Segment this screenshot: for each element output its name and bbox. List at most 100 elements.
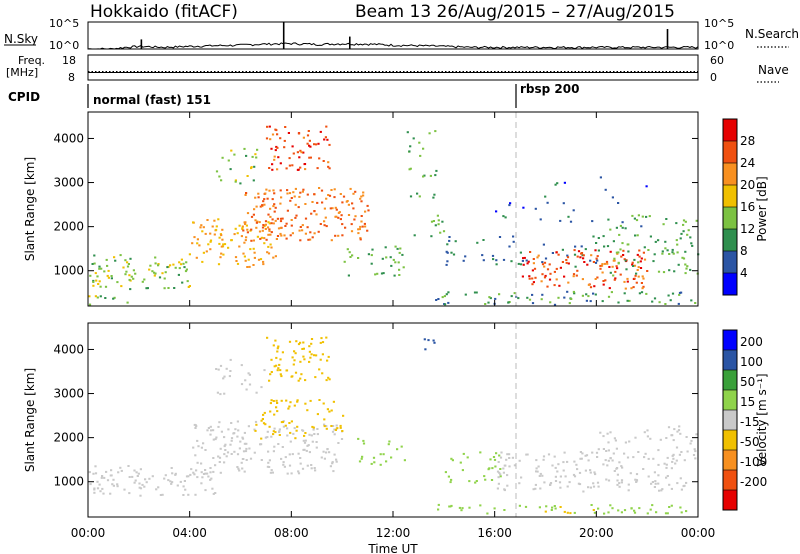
echo-pixel <box>264 220 268 223</box>
echo-pixel <box>683 484 686 487</box>
echo-pixel <box>262 422 266 425</box>
freq-tick-top: 18 <box>62 54 76 67</box>
echo-pixel <box>474 481 477 484</box>
echo-pixel <box>196 238 199 241</box>
echo-pixel <box>337 216 340 219</box>
echo-pixel <box>276 350 279 353</box>
echo-pixel <box>349 187 352 190</box>
echo-pixel <box>215 436 218 439</box>
echo-pixel <box>357 232 360 235</box>
echo-pixel <box>676 243 679 246</box>
echo-pixel <box>499 475 502 478</box>
echo-pixel <box>339 193 342 195</box>
echo-pixel <box>677 263 680 266</box>
echo-pixel <box>636 253 639 256</box>
echo-pixel <box>304 168 307 171</box>
echo-pixel <box>499 473 502 476</box>
echo-pixel <box>409 167 412 170</box>
echo-pixel <box>311 236 314 239</box>
colorbar-tick-label: 4 <box>740 266 748 280</box>
echo-pixel <box>572 473 576 476</box>
echo-pixel <box>233 153 236 156</box>
echo-pixel <box>306 226 309 229</box>
echo-pixel <box>532 488 535 491</box>
echo-pixel <box>307 238 310 241</box>
echo-pixel <box>128 278 131 281</box>
echo-pixel <box>384 246 387 249</box>
echo-pixel <box>255 226 258 229</box>
echo-pixel <box>541 474 544 477</box>
echo-pixel <box>308 451 311 454</box>
echo-pixel <box>326 138 329 141</box>
echo-pixel <box>648 215 651 218</box>
echo-pixel <box>244 450 248 453</box>
echo-pixel <box>285 222 288 225</box>
cpid-mode-rbsp: rbsp 200 <box>520 82 579 96</box>
echo-pixel <box>619 273 622 276</box>
echo-pixel <box>333 196 336 199</box>
colorbar-tick-label: 20 <box>740 178 755 192</box>
echo-pixel <box>597 249 600 252</box>
echo-pixel <box>151 270 154 273</box>
echo-pixel <box>182 262 185 265</box>
echo-pixel <box>665 476 668 479</box>
echo-pixel <box>618 485 621 488</box>
echo-pixel <box>449 505 452 508</box>
power-x-ticks <box>87 112 699 306</box>
echo-pixel <box>682 223 685 226</box>
echo-pixel <box>433 193 436 196</box>
echo-pixel <box>139 487 143 490</box>
echo-pixel <box>372 456 376 459</box>
echo-pixel <box>664 512 668 515</box>
echo-pixel <box>559 266 562 269</box>
echo-pixel <box>441 220 444 223</box>
velocity-scatter <box>88 336 698 515</box>
echo-pixel <box>257 196 260 199</box>
echo-pixel <box>493 507 496 510</box>
velocity-colorbar-label: Velocity [m s⁻¹] <box>755 373 769 466</box>
echo-pixel <box>224 443 227 446</box>
echo-pixel <box>235 260 238 262</box>
echo-pixel <box>657 474 660 477</box>
echo-pixel <box>664 240 667 243</box>
echo-pixel <box>263 237 266 240</box>
echo-pixel <box>617 301 620 304</box>
echo-pixel <box>306 142 309 145</box>
echo-pixel <box>302 151 305 154</box>
echo-pixel <box>166 266 169 269</box>
echo-pixel <box>566 254 569 257</box>
echo-pixel <box>541 293 544 296</box>
echo-pixel <box>124 273 127 276</box>
echo-pixel <box>553 505 556 507</box>
echo-pixel <box>621 466 624 469</box>
echo-pixel <box>261 204 264 207</box>
echo-pixel <box>289 199 292 202</box>
echo-pixel <box>604 279 607 282</box>
echo-pixel <box>323 457 326 460</box>
echo-pixel <box>202 226 205 229</box>
echo-pixel <box>298 229 301 232</box>
echo-pixel <box>666 456 669 459</box>
echo-pixel <box>528 298 532 301</box>
echo-pixel <box>637 275 640 278</box>
echo-pixel <box>504 464 507 467</box>
echo-pixel <box>594 261 598 264</box>
echo-pixel <box>609 250 612 253</box>
echo-pixel <box>317 230 320 233</box>
echo-pixel <box>227 428 230 431</box>
echo-pixel <box>316 433 319 436</box>
echo-pixel <box>245 459 248 461</box>
echo-pixel <box>182 485 185 488</box>
echo-pixel <box>331 461 334 464</box>
echo-pixel <box>294 203 297 206</box>
echo-pixel <box>394 261 397 264</box>
echo-pixel <box>609 431 612 434</box>
echo-pixel <box>335 458 338 461</box>
echo-pixel <box>255 423 258 426</box>
echo-pixel <box>408 168 411 171</box>
echo-pixel <box>542 458 545 461</box>
echo-pixel <box>264 223 267 226</box>
echo-pixel <box>313 232 316 235</box>
echo-pixel <box>360 457 363 460</box>
echo-pixel <box>127 263 130 265</box>
